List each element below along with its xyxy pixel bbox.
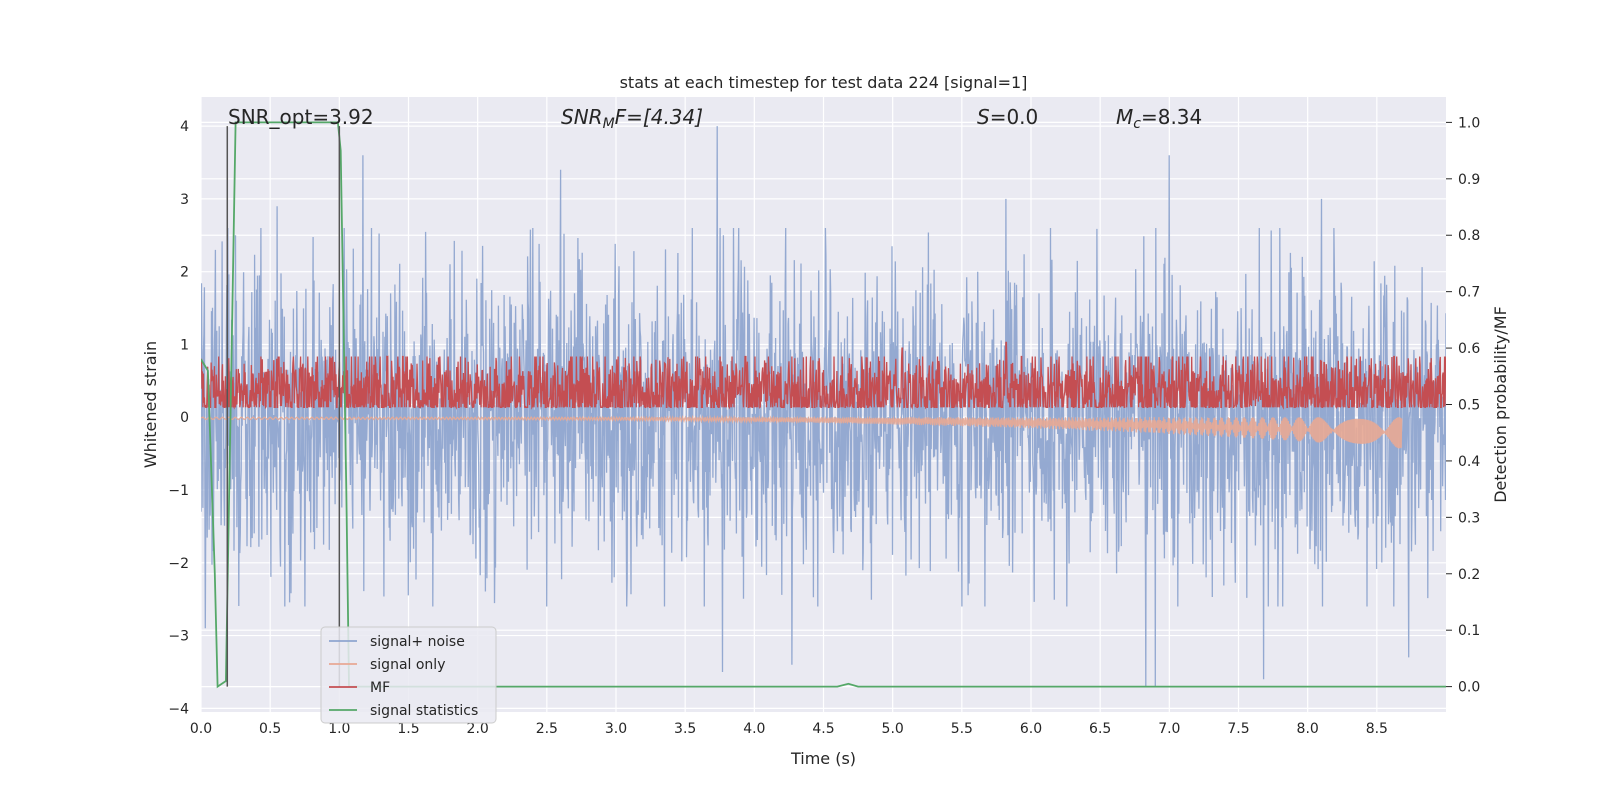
- x-tick-label: 0.5: [259, 721, 281, 737]
- x-tick-label: 5.0: [882, 721, 904, 737]
- annotation-snr-mf: SNRMF=[4.34]: [561, 105, 703, 132]
- x-tick-label: 8.5: [1366, 721, 1388, 737]
- y2-tick-label: 0.0: [1458, 680, 1480, 696]
- annotation-mc: Mc=8.34: [1116, 105, 1202, 132]
- x-tick-label: 3.0: [605, 721, 627, 737]
- y-tick-label: −2: [168, 556, 189, 572]
- annotation-snr-mf-rest: F=[4.34]: [615, 105, 703, 129]
- series-signal-noise: [201, 126, 1446, 687]
- y-tick-label: 4: [180, 119, 189, 135]
- y-axis-label: Whitened strain: [141, 341, 160, 468]
- y2-tick-label: 0.2: [1458, 567, 1480, 583]
- y2-axis-label: Detection probability/MF: [1491, 306, 1510, 503]
- annotation-snr-mf-main: SNR: [561, 105, 603, 129]
- annotation-snr-mf-sub: M: [603, 116, 615, 132]
- y2-tick-label: 0.4: [1458, 454, 1480, 470]
- legend: signal+ noise signal only MF signal statist…: [320, 626, 497, 724]
- annotation-snr-opt: SNR_opt=3.92: [228, 105, 374, 129]
- x-tick-label: 7.5: [1227, 721, 1249, 737]
- annotation-mc-rest: =8.34: [1141, 105, 1202, 129]
- series-signal-statistics: [201, 121, 1446, 689]
- y2-tick-label: 0.1: [1458, 623, 1480, 639]
- y-tick-label: −4: [168, 701, 189, 717]
- legend-label: signal+ noise: [370, 634, 465, 650]
- y2-tick-label: 0.9: [1458, 172, 1480, 188]
- y-tick-label: −1: [168, 483, 189, 499]
- y-tick-label: −3: [168, 629, 189, 645]
- y2-tick-label: 0.6: [1458, 341, 1480, 357]
- series-layer: [201, 121, 1446, 689]
- x-tick-label: 5.5: [951, 721, 973, 737]
- x-tick-label: 3.5: [674, 721, 696, 737]
- x-tick-label: 7.0: [1158, 721, 1180, 737]
- legend-box: [320, 626, 497, 724]
- y2-tick-label: 0.7: [1458, 285, 1480, 301]
- series-signal-only: [201, 414, 1403, 449]
- x-tick-label: 2.5: [536, 721, 558, 737]
- x-tick-label: 6.5: [1089, 721, 1111, 737]
- x-tick-label: 8.0: [1297, 721, 1319, 737]
- x-tick-label: 4.5: [812, 721, 834, 737]
- x-axis-label: Time (s): [790, 749, 856, 768]
- x-tick-label: 2.0: [467, 721, 489, 737]
- y2-tick-label: 0.8: [1458, 228, 1480, 244]
- y-tick-label: 1: [180, 337, 189, 353]
- y2-tick-label: 0.3: [1458, 510, 1480, 526]
- chart-title: stats at each timestep for test data 224…: [620, 73, 1028, 92]
- series-mf: [201, 341, 1446, 410]
- annotation-s-rest: =0.0: [990, 105, 1039, 129]
- legend-label: signal statistics: [370, 703, 478, 719]
- vertical-markers: [226, 126, 341, 687]
- y-tick-label: 3: [180, 192, 189, 208]
- annotation-mc-main: M: [1116, 105, 1133, 129]
- annotation-mc-sub: c: [1133, 116, 1141, 132]
- annotation-s: S=0.0: [977, 105, 1038, 129]
- legend-label: MF: [370, 680, 390, 696]
- annotation-s-main: S: [977, 105, 990, 129]
- x-tick-label: 6.0: [1020, 721, 1042, 737]
- y2-tick-label: 0.5: [1458, 398, 1480, 414]
- legend-label: signal only: [370, 657, 445, 673]
- x-tick-label: 4.0: [743, 721, 765, 737]
- tick-labels: 0.0 0.5 1.0 1.5 2.0 2.5 3.0 3.5 4.0 4.5 5.0 5.5 6.0 6…: [168, 115, 1480, 737]
- y-tick-label: 0: [180, 410, 189, 426]
- y2-tick-label: 1.0: [1458, 115, 1480, 131]
- y-tick-label: 2: [180, 265, 189, 281]
- x-tick-label: 0.0: [190, 721, 212, 737]
- x-tick-label: 1.0: [328, 721, 350, 737]
- x-tick-label: 1.5: [397, 721, 419, 737]
